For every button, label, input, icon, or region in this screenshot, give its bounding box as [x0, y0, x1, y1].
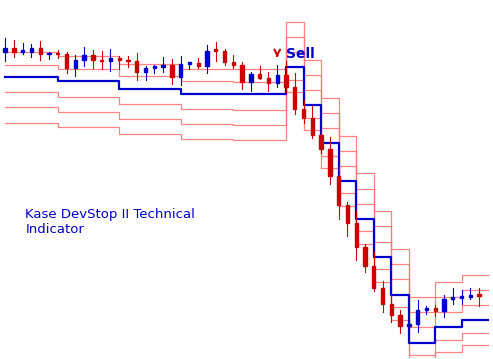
Bar	[153, 66, 156, 68]
Bar	[38, 48, 42, 55]
Bar	[451, 297, 455, 299]
Bar	[284, 75, 288, 87]
Bar	[302, 109, 305, 118]
Bar	[109, 58, 112, 61]
Bar	[223, 51, 226, 62]
Bar	[214, 49, 217, 51]
Bar	[47, 52, 51, 55]
Bar	[311, 118, 314, 135]
Bar	[12, 48, 16, 52]
Bar	[3, 48, 7, 52]
Bar	[56, 52, 60, 55]
Bar	[293, 87, 296, 109]
Bar	[179, 64, 182, 77]
Bar	[354, 223, 358, 247]
Bar	[161, 65, 165, 67]
Bar	[188, 62, 191, 64]
Bar	[30, 48, 33, 52]
Bar	[82, 55, 86, 60]
Bar	[117, 58, 121, 60]
Bar	[232, 62, 235, 65]
Bar	[363, 247, 367, 266]
Bar	[135, 61, 139, 73]
Text: Sell: Sell	[286, 47, 315, 61]
Bar	[197, 63, 200, 66]
Bar	[258, 74, 261, 78]
Bar	[407, 324, 411, 326]
Bar	[433, 308, 437, 311]
Bar	[73, 60, 77, 67]
Bar	[389, 304, 393, 316]
Bar	[144, 68, 147, 73]
Bar	[328, 149, 332, 176]
Bar	[205, 51, 209, 66]
Bar	[267, 78, 270, 83]
Text: Kase DevStop II Technical
Indicator: Kase DevStop II Technical Indicator	[25, 209, 195, 237]
Bar	[416, 309, 420, 324]
Bar	[170, 65, 174, 77]
Bar	[249, 74, 252, 82]
Bar	[425, 308, 428, 309]
Bar	[442, 299, 446, 311]
Bar	[469, 295, 472, 297]
Bar	[241, 65, 244, 82]
Bar	[372, 266, 376, 288]
Bar	[381, 288, 384, 304]
Bar	[337, 176, 340, 205]
Bar	[21, 50, 24, 52]
Bar	[398, 316, 402, 326]
Bar	[477, 294, 481, 296]
Bar	[460, 296, 463, 298]
Bar	[65, 55, 68, 67]
Bar	[100, 60, 104, 61]
Bar	[276, 75, 279, 83]
Bar	[346, 205, 349, 223]
Bar	[91, 55, 95, 60]
Bar	[319, 135, 323, 149]
Bar	[126, 60, 130, 61]
